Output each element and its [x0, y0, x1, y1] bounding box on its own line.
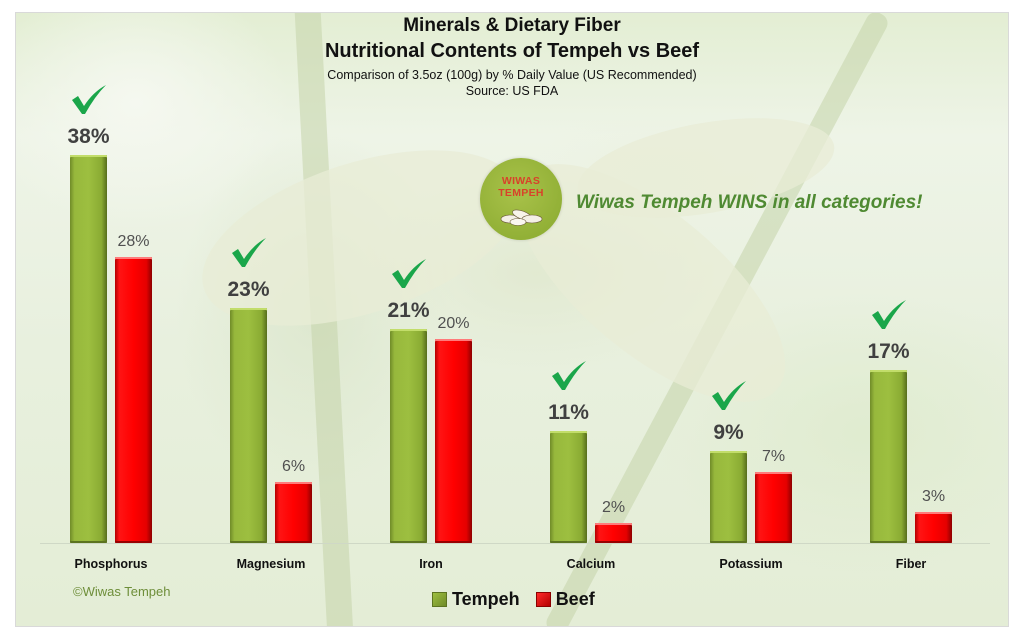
category-label: Magnesium [236, 557, 306, 571]
legend: Tempeh Beef [432, 589, 605, 610]
legend-label: Tempeh [452, 589, 520, 609]
category-label: Phosphorus [74, 557, 148, 571]
wiwas-tempeh-logo: WIWAS TEMPEH [480, 158, 562, 240]
soybean-icon [500, 209, 543, 226]
chart-description: Comparison of 3.5oz (100g) by % Daily Va… [327, 68, 697, 82]
data-label-tempeh: 38% [67, 125, 110, 148]
data-label-beef: 7% [761, 448, 786, 465]
data-label-beef: 20% [437, 315, 470, 332]
bar-tempeh-iron [390, 329, 427, 543]
data-label-tempeh: 9% [713, 421, 744, 444]
legend-item-beef: Beef [535, 589, 595, 610]
bar-beef-fiber [915, 512, 952, 543]
bar-beef-phosphorus [115, 257, 152, 543]
checkmark-icon [71, 85, 106, 114]
copyright-text: ©Wiwas Tempeh [73, 584, 171, 599]
logo-text-line2: TEMPEH [498, 187, 544, 199]
category-label: Iron [419, 557, 443, 571]
bar-tempeh-fiber [870, 370, 907, 543]
chart-title: Minerals & Dietary Fiber [403, 15, 621, 36]
data-label-tempeh: 23% [227, 278, 270, 301]
bar-tempeh-calcium [550, 431, 587, 543]
category-label: Fiber [895, 557, 927, 571]
data-label-beef: 28% [117, 233, 150, 250]
data-label-beef: 2% [601, 499, 626, 516]
checkmark-icon [231, 238, 266, 267]
checkmark-icon [391, 259, 426, 288]
data-label-tempeh: 11% [548, 401, 589, 424]
chart-frame [15, 12, 1009, 627]
bar-tempeh-potassium [710, 451, 747, 543]
bar-tempeh-magnesium [230, 308, 267, 543]
bar-beef-iron [435, 339, 472, 543]
chart-subtitle: Nutritional Contents of Tempeh vs Beef [324, 40, 700, 62]
checkmark-icon [551, 361, 586, 390]
legend-swatch-tempeh [432, 592, 447, 607]
x-axis-baseline [40, 543, 990, 544]
category-label: Potassium [719, 557, 783, 571]
legend-item-tempeh: Tempeh [432, 589, 520, 610]
bar-tempeh-phosphorus [70, 155, 107, 543]
data-label-tempeh: 17% [867, 340, 910, 363]
bar-beef-magnesium [275, 482, 312, 543]
bar-beef-calcium [595, 523, 632, 543]
data-label-tempeh: 21% [387, 299, 430, 322]
bar-beef-potassium [755, 472, 792, 543]
legend-label: Beef [555, 589, 595, 609]
logo-text-line1: WIWAS [501, 175, 541, 187]
callout-text: Wiwas Tempeh WINS in all categories! [576, 192, 923, 213]
checkmark-icon [871, 300, 906, 329]
checkmark-icon [711, 381, 746, 410]
data-label-beef: 6% [281, 458, 306, 475]
legend-swatch-beef [535, 592, 551, 607]
data-label-beef: 3% [921, 488, 946, 505]
chart-source: Source: US FDA [465, 84, 559, 98]
category-label: Calcium [566, 557, 616, 571]
